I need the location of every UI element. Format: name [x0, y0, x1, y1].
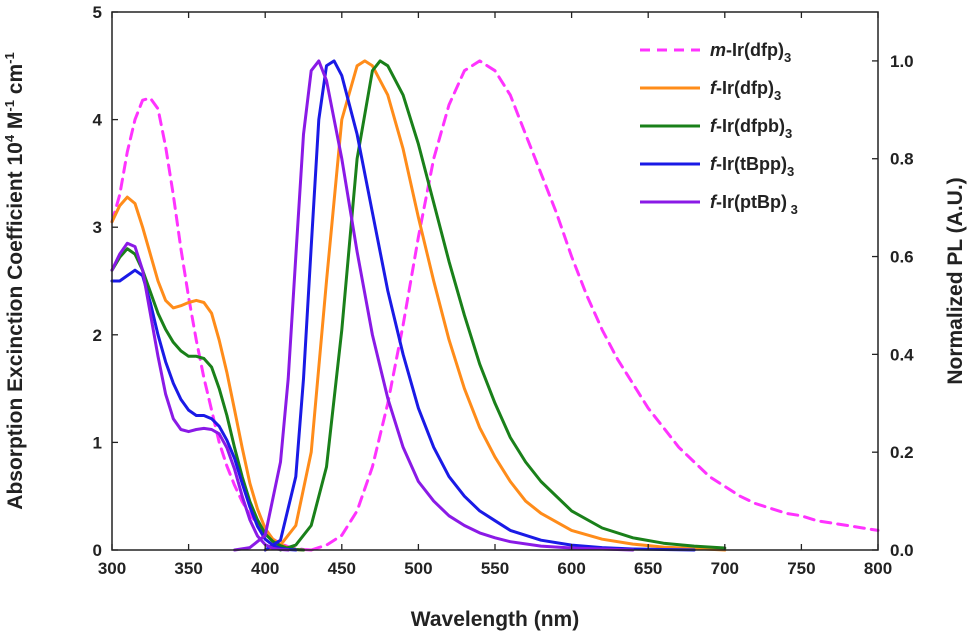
series-pl-line — [279, 59, 727, 552]
legend-label-prefix: f — [710, 116, 718, 136]
series-pl-line — [263, 59, 727, 552]
y-axis-left-title-sup3: -1 — [2, 52, 17, 64]
legend-label-subscript: 3 — [784, 50, 791, 65]
series-pl-line — [263, 59, 696, 552]
legend-label-subscript: 3 — [774, 88, 781, 103]
y-right-tick-label: 1.0 — [890, 52, 914, 71]
y-axis-left-title-main: Absorption Excinction Coefficient 10 — [4, 142, 27, 510]
y-axis-left-title-sup1: 4 — [2, 134, 17, 142]
x-tick-label: 350 — [174, 559, 202, 578]
y-left-tick-label: 1 — [93, 433, 102, 452]
plot-series-layer — [110, 59, 880, 552]
legend-label: f-Ir(tBpp)3 — [710, 154, 794, 179]
legend-label: f-Ir(dfp)3 — [710, 78, 781, 103]
y-axis-left: 0 1 2 3 4 5 — [93, 3, 118, 560]
x-tick-label: 500 — [404, 559, 432, 578]
legend: m-Ir(dfp)3f-Ir(dfp)3f-Ir(dfpb)3f-Ir(tBpp… — [640, 40, 798, 217]
y-right-tick-label: 0.8 — [890, 150, 914, 169]
legend-label-text: -Ir(dfp) — [726, 40, 784, 60]
y-left-tick-label: 4 — [93, 111, 103, 130]
series-pl-line — [233, 59, 635, 552]
x-axis-title: Wavelength (nm) — [411, 608, 579, 631]
series-pl-line — [309, 59, 880, 552]
y-axis-right-title: Normalized PL (A.U.) — [944, 177, 967, 384]
y-right-tick-label: 0.2 — [890, 443, 914, 462]
legend-label: f-Ir(dfpb)3 — [710, 116, 792, 141]
x-tick-label: 800 — [864, 559, 892, 578]
series-absorption-line — [110, 241, 290, 552]
x-tick-label: 700 — [711, 559, 739, 578]
x-tick-label: 400 — [251, 559, 279, 578]
y-left-tick-label: 5 — [93, 3, 102, 22]
legend-label-subscript: 3 — [787, 202, 798, 217]
y-right-tick-label: 0.6 — [890, 248, 914, 267]
legend-label: m-Ir(dfp)3 — [710, 40, 791, 65]
x-tick-label: 650 — [634, 559, 662, 578]
legend-label-prefix: f — [710, 154, 718, 174]
legend-label: f-Ir(ptBp) 3 — [710, 192, 798, 217]
y-axis-left-title-unit1: M — [4, 112, 27, 135]
x-tick-label: 750 — [787, 559, 815, 578]
y-right-tick-label: 0.0 — [890, 541, 914, 560]
y-axis-left-title-unit2: cm — [4, 64, 27, 100]
y-axis-left-title: Absorption Excinction Coefficient 104 M-… — [2, 52, 27, 509]
y-left-tick-label: 3 — [93, 218, 102, 237]
x-tick-label: 550 — [481, 559, 509, 578]
series-absorption-line — [110, 195, 305, 552]
y-left-tick-label: 0 — [93, 541, 102, 560]
y-right-tick-label: 0.4 — [890, 345, 914, 364]
legend-label-subscript: 3 — [787, 164, 794, 179]
legend-label-prefix: m — [710, 40, 726, 60]
y-axis-left-title-sup2: -1 — [2, 100, 17, 112]
x-tick-label: 450 — [328, 559, 356, 578]
x-axis: 300 350 400 450 500 550 600 650 700 750 800 — [98, 12, 892, 578]
legend-label-text: -Ir(tBpp) — [716, 154, 787, 174]
series-absorption-line — [110, 268, 298, 552]
x-tick-label: 300 — [98, 559, 126, 578]
legend-label-text: -Ir(dfp) — [716, 78, 774, 98]
legend-label-text: -Ir(ptBp) — [716, 192, 787, 212]
y-axis-right: 0.0 0.2 0.4 0.6 0.8 1.0 — [872, 52, 914, 560]
legend-label-prefix: f — [710, 192, 718, 212]
legend-label-prefix: f — [710, 78, 718, 98]
series-absorption-line — [110, 96, 313, 552]
x-tick-label: 600 — [557, 559, 585, 578]
legend-label-subscript: 3 — [785, 126, 792, 141]
y-left-tick-label: 2 — [93, 326, 102, 345]
legend-label-text: -Ir(dfpb) — [716, 116, 785, 136]
